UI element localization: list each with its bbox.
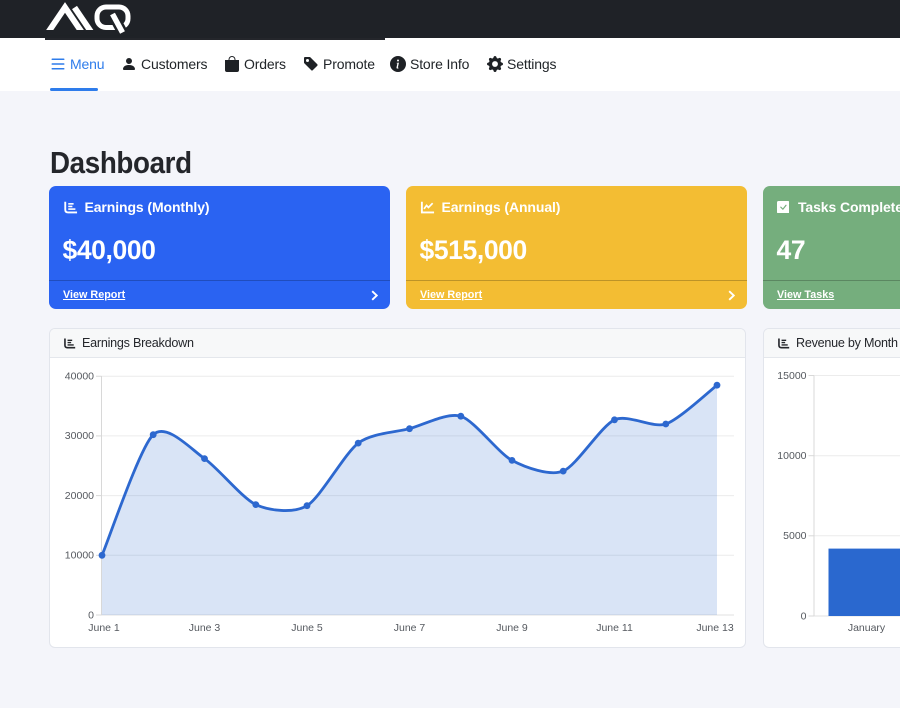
- svg-text:10000: 10000: [65, 550, 94, 562]
- svg-text:0: 0: [88, 609, 94, 621]
- svg-text:January: January: [848, 622, 886, 634]
- svg-text:June 13: June 13: [696, 622, 734, 634]
- svg-text:0: 0: [801, 610, 807, 622]
- svg-text:June 9: June 9: [496, 622, 528, 634]
- svg-text:5000: 5000: [783, 530, 807, 542]
- svg-text:10000: 10000: [777, 450, 806, 462]
- svg-text:June 3: June 3: [189, 622, 221, 634]
- svg-text:20000: 20000: [65, 490, 94, 502]
- svg-text:June 11: June 11: [596, 622, 633, 634]
- svg-text:30000: 30000: [65, 430, 94, 442]
- svg-text:June 7: June 7: [394, 622, 426, 634]
- svg-text:40000: 40000: [65, 371, 94, 383]
- svg-text:June 5: June 5: [291, 622, 323, 634]
- svg-text:June 1: June 1: [88, 622, 120, 634]
- svg-text:15000: 15000: [777, 370, 806, 382]
